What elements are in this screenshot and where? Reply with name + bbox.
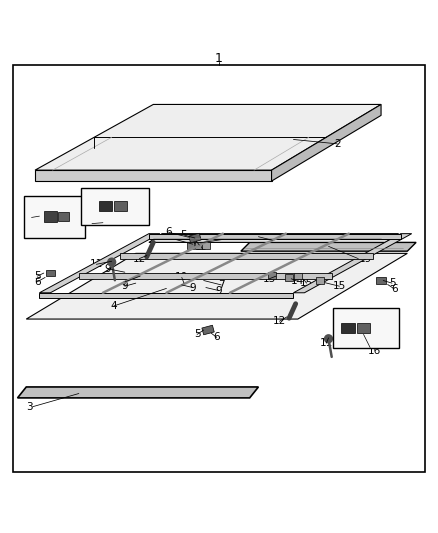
Text: 5: 5 xyxy=(180,230,187,240)
Text: 18: 18 xyxy=(274,235,287,244)
Polygon shape xyxy=(114,201,127,211)
Text: 12: 12 xyxy=(273,316,286,326)
Polygon shape xyxy=(58,212,69,221)
Text: 9: 9 xyxy=(104,264,111,273)
Text: 5: 5 xyxy=(389,278,396,288)
Text: 9: 9 xyxy=(215,286,223,296)
Text: 8: 8 xyxy=(23,213,30,222)
Polygon shape xyxy=(26,253,407,319)
Polygon shape xyxy=(268,272,276,279)
Bar xyxy=(81,188,149,225)
Text: 13: 13 xyxy=(217,235,230,244)
Polygon shape xyxy=(202,325,214,335)
Polygon shape xyxy=(357,323,370,333)
Text: 16: 16 xyxy=(368,345,381,356)
Polygon shape xyxy=(316,277,324,284)
Bar xyxy=(333,308,399,348)
Polygon shape xyxy=(294,273,302,279)
Text: 6: 6 xyxy=(34,277,41,287)
Text: 19: 19 xyxy=(359,254,372,264)
Text: 11: 11 xyxy=(90,260,103,269)
Polygon shape xyxy=(272,104,381,181)
Text: 9: 9 xyxy=(121,281,128,291)
Text: 3: 3 xyxy=(26,402,33,411)
Text: 15: 15 xyxy=(190,236,203,246)
Polygon shape xyxy=(341,323,355,333)
Text: 1: 1 xyxy=(215,52,223,65)
Text: 6: 6 xyxy=(213,333,220,343)
Text: 7: 7 xyxy=(121,277,128,287)
Circle shape xyxy=(108,258,116,266)
Polygon shape xyxy=(149,233,399,243)
Polygon shape xyxy=(285,274,293,281)
Text: 15: 15 xyxy=(300,278,313,288)
Polygon shape xyxy=(120,253,373,259)
Polygon shape xyxy=(293,233,412,293)
Text: 12: 12 xyxy=(133,254,146,264)
Polygon shape xyxy=(46,270,55,276)
Polygon shape xyxy=(376,277,386,284)
Text: 6: 6 xyxy=(165,228,172,237)
Text: 5: 5 xyxy=(194,329,201,340)
Polygon shape xyxy=(241,243,416,251)
Polygon shape xyxy=(35,104,381,170)
Polygon shape xyxy=(44,211,57,222)
Text: 13: 13 xyxy=(263,274,276,284)
Polygon shape xyxy=(99,201,112,211)
Bar xyxy=(24,197,85,238)
Polygon shape xyxy=(39,293,293,298)
Polygon shape xyxy=(202,242,210,249)
Polygon shape xyxy=(149,233,401,239)
Text: 2: 2 xyxy=(334,139,341,149)
Text: 7: 7 xyxy=(218,280,225,290)
Text: 11: 11 xyxy=(320,338,333,348)
Circle shape xyxy=(325,335,332,343)
Polygon shape xyxy=(189,233,201,243)
Text: 10: 10 xyxy=(175,272,188,282)
Text: 9: 9 xyxy=(189,282,196,293)
Polygon shape xyxy=(35,170,272,181)
Text: 4: 4 xyxy=(110,301,117,311)
Text: 14: 14 xyxy=(291,277,304,286)
Text: 5: 5 xyxy=(34,271,41,281)
Polygon shape xyxy=(79,273,332,279)
Polygon shape xyxy=(18,387,258,398)
Text: 15: 15 xyxy=(195,242,208,252)
Polygon shape xyxy=(187,242,194,249)
Text: 6: 6 xyxy=(391,284,398,294)
Polygon shape xyxy=(39,233,160,293)
Polygon shape xyxy=(195,242,203,249)
Text: 15: 15 xyxy=(333,281,346,291)
Text: 17: 17 xyxy=(77,219,90,229)
Text: 14: 14 xyxy=(169,235,182,244)
